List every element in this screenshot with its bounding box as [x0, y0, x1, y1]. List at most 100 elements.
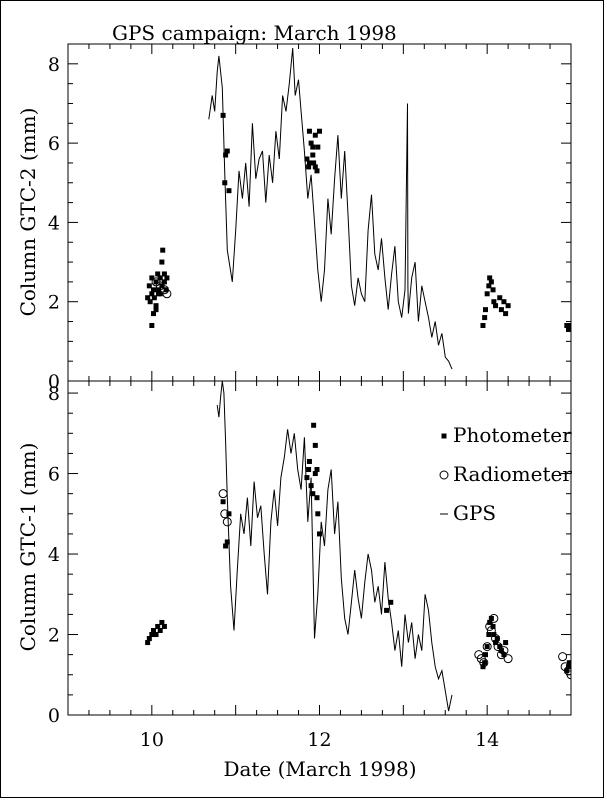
radiometer-point-bottom [499, 646, 509, 656]
photometer-point-bottom [304, 475, 310, 481]
y-tick-label-top: 0 [48, 371, 60, 393]
photometer-point-bottom [153, 632, 159, 638]
photometer-point-top [149, 275, 155, 281]
photometer-point-top [488, 279, 494, 285]
gps-series-line-bottom [216, 381, 453, 712]
photometer-point-bottom [497, 644, 503, 650]
y-axis-label-bottom: Column GTC-1 (mm) [16, 443, 40, 652]
photometer-point-top [222, 180, 228, 186]
legend-radiometer-marker [439, 470, 449, 480]
y-axis-label-top: Column GTC-2 (mm) [16, 108, 40, 317]
radiometer-point-bottom [489, 613, 499, 623]
photometer-point-top [314, 168, 320, 174]
x-axis-label: Date (March 1998) [223, 757, 416, 781]
x-tick-label: 12 [307, 729, 331, 751]
photometer-point-top [224, 148, 230, 154]
y-tick-label-bottom: 6 [48, 464, 60, 486]
x-tick-label: 14 [475, 729, 499, 751]
photometer-point-top [317, 128, 322, 134]
photometer-point-bottom [311, 422, 317, 428]
legend-label-gps: GPS [453, 501, 496, 525]
legend-label-radiometer: Radiometer [453, 462, 572, 486]
radiometer-point-bottom [503, 654, 513, 664]
photometer-point-bottom [484, 644, 490, 650]
photometer-point-top [157, 275, 163, 281]
legend: Photometer Radiometer GPS [439, 423, 572, 525]
photometer-point-top [149, 322, 155, 328]
photometer-point-bottom [486, 632, 492, 638]
photometer-point-top [156, 291, 162, 297]
photometer-point-bottom [566, 660, 571, 666]
photometer-point-top [159, 283, 165, 289]
photometer-point-top [311, 160, 317, 166]
y-tick-label-bottom: 4 [48, 544, 60, 566]
photometer-point-top [493, 303, 499, 309]
photometer-point-top [490, 287, 496, 293]
photometer-point-bottom [306, 467, 312, 473]
photometer-point-bottom [159, 619, 165, 625]
photometer-point-top [480, 322, 486, 328]
photometer-point-top [151, 311, 157, 317]
photometer-point-top [147, 299, 153, 305]
photometer-point-bottom [161, 623, 167, 629]
photometer-point-top [223, 152, 229, 158]
photometer-point-top [161, 271, 167, 277]
photometer-point-bottom [503, 640, 509, 646]
photometer-point-top [306, 128, 312, 134]
photometer-point-top [315, 144, 321, 150]
photometer-point-top [151, 287, 157, 293]
photometer-point-bottom [315, 511, 321, 517]
photometer-point-top [149, 291, 155, 297]
y-tick-label-top: 6 [48, 133, 60, 155]
photometer-point-top [505, 303, 511, 309]
photometer-point-top [566, 322, 571, 328]
radiometer-point-top [162, 289, 172, 299]
photometer-point-bottom [488, 615, 494, 621]
photometer-point-top [220, 112, 226, 118]
photometer-point-top [310, 144, 316, 150]
radiometer-point-bottom [482, 642, 492, 652]
photometer-point-bottom [482, 660, 488, 666]
x-tick-label: 10 [140, 729, 164, 751]
photometer-point-bottom [157, 627, 163, 633]
photometer-point-bottom [317, 531, 322, 537]
photometer-point-bottom [482, 652, 488, 658]
photometer-point-bottom [314, 495, 320, 501]
photometer-point-top [491, 299, 497, 305]
photometer-point-top [484, 291, 490, 297]
panel-bottom: 0 2 4 6 8 10 12 14 [48, 380, 572, 751]
photometer-point-top [497, 295, 503, 301]
radiometer-point-bottom [218, 489, 228, 499]
photometer-point-top [306, 160, 312, 166]
photometer-point-top [153, 279, 159, 285]
panel-top: 0 2 4 6 8 [48, 43, 572, 393]
y-tick-label-bottom: 0 [48, 705, 60, 727]
radiometer-point-bottom [485, 621, 495, 631]
radiometer-point-bottom [486, 625, 496, 635]
radiometer-point-bottom [220, 509, 230, 519]
photometer-point-bottom [384, 607, 390, 613]
photometer-point-top [151, 295, 157, 301]
photometer-point-top [304, 156, 310, 162]
photometer-point-top [164, 275, 170, 281]
photometer-point-bottom [145, 640, 151, 646]
photometer-point-top [153, 303, 159, 309]
plot-frame-top [67, 43, 572, 382]
y-tick-label-bottom: 8 [48, 383, 60, 405]
photometer-point-top [564, 322, 570, 328]
photometer-point-bottom [224, 539, 230, 545]
radiometer-point-bottom [491, 634, 501, 644]
photometer-point-bottom [151, 627, 157, 633]
photometer-point-top [155, 271, 161, 277]
photometer-point-top [498, 307, 504, 313]
photometer-point-bottom [312, 471, 318, 477]
photometer-point-top [482, 315, 488, 321]
photometer-point-top [308, 140, 314, 146]
y-tick-label-bottom: 2 [48, 625, 60, 647]
photometer-point-top [153, 307, 159, 313]
photometer-point-bottom [223, 543, 229, 549]
radiometer-point-bottom [479, 658, 489, 668]
photometer-point-bottom [306, 458, 312, 464]
gps-series-line-top [208, 47, 453, 370]
photometer-point-bottom [155, 623, 161, 629]
